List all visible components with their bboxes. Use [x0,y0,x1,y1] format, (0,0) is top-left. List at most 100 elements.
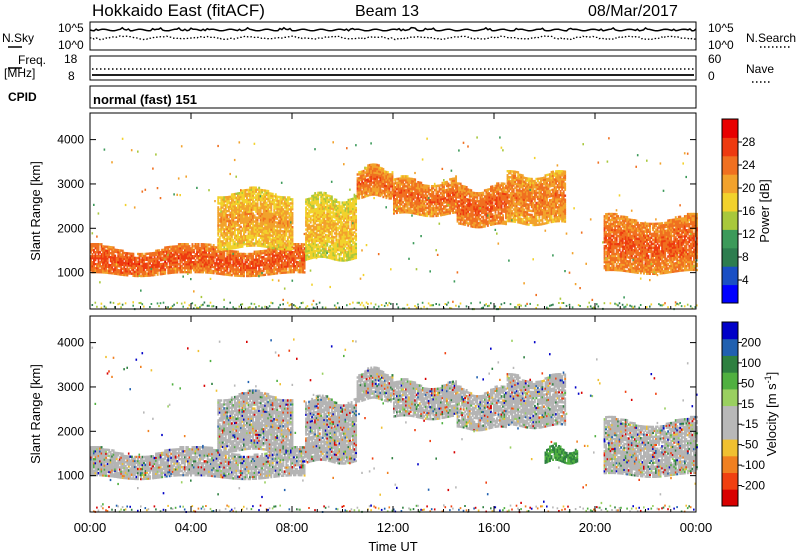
echo-cell [338,225,341,228]
echo-cell [362,177,365,181]
echo-cell [105,251,108,254]
echo-cell [274,241,277,244]
echo-cell [346,221,348,224]
echo-cell [305,256,308,259]
echo-cell [380,171,383,174]
echo-cell [140,274,142,278]
echo-cell [252,204,255,207]
echo-cell [409,191,412,194]
echo-cell [167,268,170,271]
echo-cell [246,204,248,208]
scatter-cell [361,249,363,252]
echo-cell [335,234,338,237]
echo-cell [268,214,271,217]
echo-cell [238,270,241,273]
echo-cell [341,235,344,238]
echo-cell [341,203,344,206]
echo-cell [350,232,353,235]
echo-cell [215,260,218,263]
echo-cell [227,273,230,277]
echo-cell [144,262,147,266]
echo-cell [353,243,356,246]
echo-cell [130,268,133,271]
echo-cell [305,248,308,251]
echo-cell [309,221,312,224]
echo-cell [291,214,294,217]
echo-cell [420,201,423,205]
echo-cell [202,255,205,258]
echo-cell [280,238,283,241]
echo-cell [405,205,408,208]
echo-cell [283,246,286,249]
echo-cell [296,251,298,254]
echo-cell [255,196,258,199]
echo-cell [238,214,241,217]
echo-cell [118,255,121,258]
echo-cell [432,212,435,216]
echo-cell [409,181,412,184]
echo-cell [268,269,271,272]
echo-cell [430,191,433,194]
echo-cell [373,177,376,180]
echo-cell [238,206,241,209]
echo-cell [396,195,398,199]
echo-cell [411,197,414,201]
echo-cell [255,250,258,253]
echo-cell [262,203,265,206]
echo-cell [323,251,326,254]
echo-cell [376,181,379,185]
echo-cell [238,198,241,201]
echo-cell [309,227,312,230]
echo-cell [133,270,136,274]
scatter-cell [438,222,441,225]
echo-cell [106,265,109,268]
echo-cell [368,183,371,187]
echo-cell [388,183,391,186]
echo-cell [321,199,324,202]
echo-cell [114,248,117,251]
echo-cell [243,219,245,222]
echo-cell [156,251,159,254]
echo-cell [109,260,112,263]
echo-cell [259,270,262,273]
echo-cell [347,220,350,224]
echo-cell [382,195,385,199]
echo-cell [123,261,126,265]
echo-cell [426,188,429,192]
echo-cell [270,196,273,199]
echo-cell [349,198,352,201]
echo-cell [374,173,377,176]
scatter-cell [140,289,142,292]
echo-cell [415,188,418,192]
echo-cell [293,247,295,250]
echo-cell [149,260,152,263]
echo-cell [247,262,250,266]
echo-cell [114,264,117,267]
echo-cell [249,266,252,270]
near-range-cell [430,304,433,307]
echo-cell [385,194,388,198]
near-range-cell [415,306,418,309]
echo-cell [349,240,352,243]
echo-cell [299,245,302,248]
echo-cell [383,170,386,173]
echo-cell [121,263,124,266]
near-range-cell [187,307,189,310]
near-range-cell [423,305,425,308]
echo-cell [314,238,317,241]
echo-cell [102,267,105,270]
echo-cell [367,186,370,189]
echo-cell [227,217,230,221]
echo-cell [365,180,368,184]
echo-cell [327,228,330,231]
echo-cell [412,210,415,213]
echo-cell [330,255,333,258]
echo-cell [280,245,283,249]
echo-cell [209,263,212,266]
echo-cell [114,268,117,271]
echo-cell [338,215,341,218]
echo-cell [227,213,230,217]
echo-cell [262,265,265,269]
echo-cell [141,268,144,272]
echo-cell [435,210,438,214]
